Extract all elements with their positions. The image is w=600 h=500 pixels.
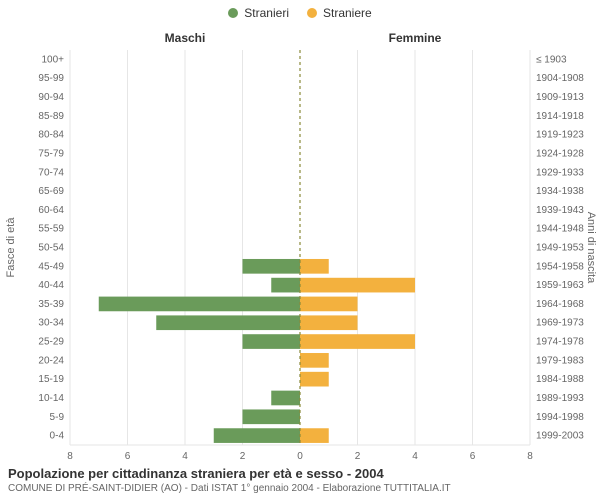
svg-text:1929-1933: 1929-1933 [536,167,584,178]
bar-female [300,259,329,274]
bar-male [243,334,301,349]
bar-female [300,278,415,293]
bar-female [300,297,358,312]
svg-text:0-4: 0-4 [50,431,65,442]
svg-text:10-14: 10-14 [38,393,64,404]
svg-text:15-19: 15-19 [38,374,64,385]
caption-subtitle: COMUNE DI PRÉ-SAINT-DIDIER (AO) - Dati I… [8,483,592,494]
svg-text:100+: 100+ [41,54,64,65]
legend-item-straniere: Straniere [307,6,372,20]
svg-text:95-99: 95-99 [38,73,64,84]
svg-text:85-89: 85-89 [38,111,64,122]
y-axis-right-title: Anni di nascita [585,212,597,284]
svg-text:1934-1938: 1934-1938 [536,186,584,197]
svg-text:30-34: 30-34 [38,318,64,329]
bar-male [271,278,300,293]
svg-text:90-94: 90-94 [38,92,64,103]
svg-text:75-79: 75-79 [38,148,64,159]
header-female: Femmine [389,31,442,45]
svg-text:70-74: 70-74 [38,167,64,178]
svg-text:1984-1988: 1984-1988 [536,374,584,385]
svg-text:1939-1943: 1939-1943 [536,205,584,216]
chart-container: Stranieri Straniere 0 2 2 4 4 6 6 8 8 100+ ≤ 1903 9… [0,0,600,500]
svg-text:1994-1998: 1994-1998 [536,412,584,423]
svg-text:≤ 1903: ≤ 1903 [536,54,567,65]
svg-text:0: 0 [297,451,303,462]
svg-text:1914-1918: 1914-1918 [536,111,584,122]
caption-title: Popolazione per cittadinanza straniera p… [8,466,592,481]
svg-text:6: 6 [470,451,476,462]
legend-label-straniere: Straniere [323,6,372,20]
svg-text:1989-1993: 1989-1993 [536,393,584,404]
bar-male [243,409,301,424]
svg-text:1969-1973: 1969-1973 [536,318,584,329]
caption: Popolazione per cittadinanza straniera p… [8,466,592,494]
svg-text:1964-1968: 1964-1968 [536,299,584,310]
svg-text:1954-1958: 1954-1958 [536,261,584,272]
svg-text:25-29: 25-29 [38,337,64,348]
svg-text:80-84: 80-84 [38,130,64,141]
bar-female [300,428,329,443]
svg-text:8: 8 [527,451,533,462]
svg-text:1909-1913: 1909-1913 [536,92,584,103]
svg-text:35-39: 35-39 [38,299,64,310]
svg-text:5-9: 5-9 [50,412,65,423]
legend-label-stranieri: Stranieri [244,6,289,20]
legend-swatch-stranieri [228,8,238,18]
svg-text:8: 8 [67,451,73,462]
legend-swatch-straniere [307,8,317,18]
svg-text:6: 6 [125,451,131,462]
header-male: Maschi [165,31,206,45]
svg-text:40-44: 40-44 [38,280,64,291]
y-axis-left-title: Fasce di età [5,217,17,278]
svg-text:4: 4 [412,451,418,462]
svg-text:45-49: 45-49 [38,261,64,272]
bar-male [99,297,300,312]
svg-text:1949-1953: 1949-1953 [536,243,584,254]
svg-text:50-54: 50-54 [38,243,64,254]
bar-male [214,428,300,443]
svg-text:2: 2 [355,451,361,462]
bar-female [300,315,358,330]
svg-text:1974-1978: 1974-1978 [536,337,584,348]
bar-male [156,315,300,330]
svg-text:1959-1963: 1959-1963 [536,280,584,291]
population-pyramid-chart: 0 2 2 4 4 6 6 8 8 100+ ≤ 1903 95-99 1904-1908 90-94 19… [0,20,600,480]
svg-text:1979-1983: 1979-1983 [536,355,584,366]
svg-text:2: 2 [240,451,246,462]
svg-text:1999-2003: 1999-2003 [536,431,584,442]
svg-text:60-64: 60-64 [38,205,64,216]
svg-text:1924-1928: 1924-1928 [536,148,584,159]
svg-text:65-69: 65-69 [38,186,64,197]
legend-item-stranieri: Stranieri [228,6,289,20]
svg-text:1944-1948: 1944-1948 [536,224,584,235]
svg-text:55-59: 55-59 [38,224,64,235]
bar-female [300,353,329,368]
bar-female [300,372,329,387]
bar-male [271,391,300,406]
bar-female [300,334,415,349]
bar-male [243,259,301,274]
svg-text:20-24: 20-24 [38,355,64,366]
legend: Stranieri Straniere [0,0,600,20]
svg-text:1919-1923: 1919-1923 [536,130,584,141]
svg-text:1904-1908: 1904-1908 [536,73,584,84]
svg-text:4: 4 [182,451,188,462]
